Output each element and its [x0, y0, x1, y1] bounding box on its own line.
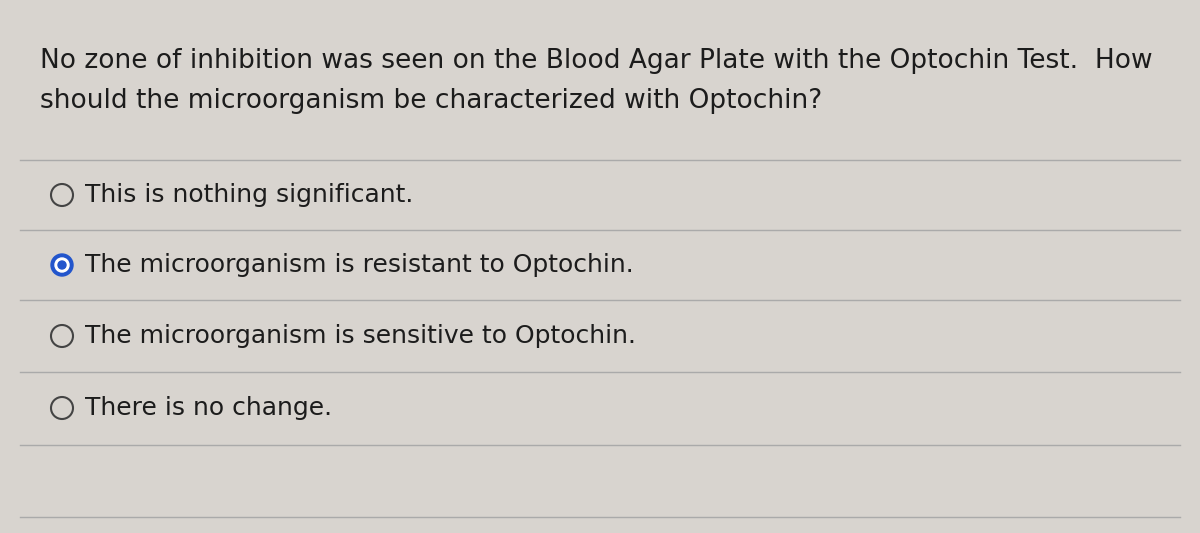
- Text: The microorganism is sensitive to Optochin.: The microorganism is sensitive to Optoch…: [85, 324, 636, 348]
- Text: The microorganism is resistant to Optochin.: The microorganism is resistant to Optoch…: [85, 253, 634, 277]
- Text: This is nothing significant.: This is nothing significant.: [85, 183, 413, 207]
- Text: should the microorganism be characterized with Optochin?: should the microorganism be characterize…: [40, 88, 822, 114]
- Text: No zone of inhibition was seen on the Blood Agar Plate with the Optochin Test.  : No zone of inhibition was seen on the Bl…: [40, 48, 1153, 74]
- Ellipse shape: [55, 258, 70, 272]
- Ellipse shape: [58, 261, 66, 269]
- Text: There is no change.: There is no change.: [85, 396, 332, 420]
- Ellipse shape: [50, 254, 73, 276]
